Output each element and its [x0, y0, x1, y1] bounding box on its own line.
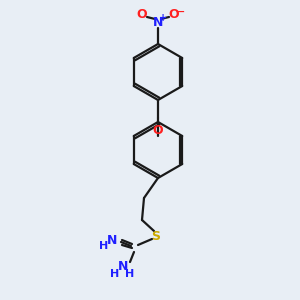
Text: O: O — [153, 124, 163, 137]
Text: +: + — [159, 13, 167, 23]
Text: N: N — [118, 260, 128, 272]
Text: O: O — [137, 8, 147, 22]
Text: H: H — [110, 269, 120, 279]
Text: S: S — [152, 230, 160, 242]
Text: H: H — [125, 269, 135, 279]
Text: N: N — [153, 16, 163, 28]
Text: O: O — [169, 8, 179, 22]
Text: H: H — [99, 241, 109, 251]
Text: −: − — [176, 7, 186, 17]
Text: N: N — [107, 233, 117, 247]
